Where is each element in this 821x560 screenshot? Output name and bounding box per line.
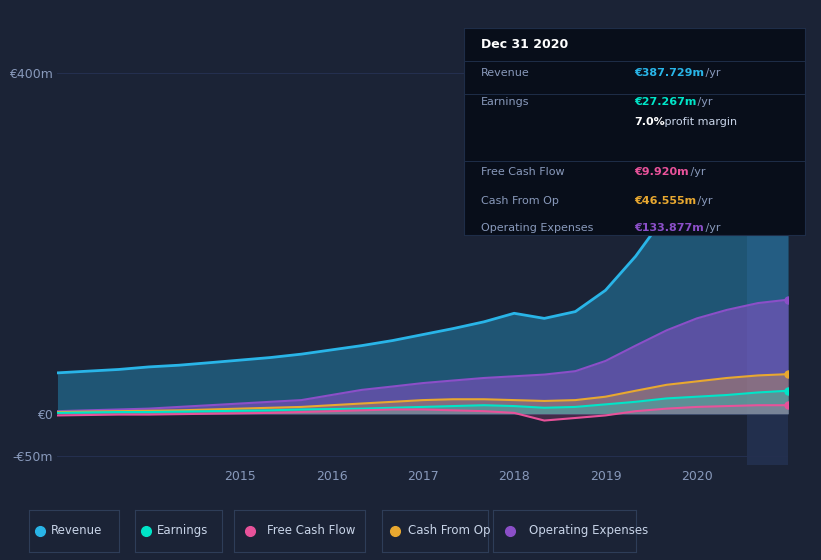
Text: €9.920m: €9.920m bbox=[635, 167, 689, 177]
Text: Operating Expenses: Operating Expenses bbox=[529, 524, 648, 537]
Text: Cash From Op: Cash From Op bbox=[409, 524, 491, 537]
Text: Revenue: Revenue bbox=[481, 68, 530, 78]
Text: /yr: /yr bbox=[686, 167, 705, 177]
Text: €133.877m: €133.877m bbox=[635, 223, 704, 233]
Text: €387.729m: €387.729m bbox=[635, 68, 704, 78]
Text: /yr: /yr bbox=[695, 196, 713, 206]
Text: profit margin: profit margin bbox=[662, 118, 737, 128]
Bar bbox=[747, 39, 788, 465]
Text: Revenue: Revenue bbox=[52, 524, 103, 537]
Text: /yr: /yr bbox=[702, 68, 720, 78]
Text: /yr: /yr bbox=[695, 97, 713, 107]
Text: Operating Expenses: Operating Expenses bbox=[481, 223, 594, 233]
Text: Free Cash Flow: Free Cash Flow bbox=[481, 167, 565, 177]
Text: Dec 31 2020: Dec 31 2020 bbox=[481, 38, 568, 52]
Text: Earnings: Earnings bbox=[481, 97, 530, 107]
Text: Earnings: Earnings bbox=[157, 524, 209, 537]
Text: 7.0%: 7.0% bbox=[635, 118, 665, 128]
Text: /yr: /yr bbox=[702, 223, 720, 233]
Text: €27.267m: €27.267m bbox=[635, 97, 696, 107]
Text: Free Cash Flow: Free Cash Flow bbox=[267, 524, 355, 537]
Text: Cash From Op: Cash From Op bbox=[481, 196, 559, 206]
Text: €46.555m: €46.555m bbox=[635, 196, 696, 206]
